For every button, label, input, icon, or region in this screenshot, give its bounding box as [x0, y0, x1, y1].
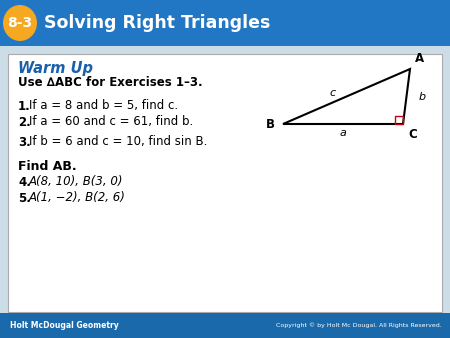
Text: A(1, −2), B(2, 6): A(1, −2), B(2, 6) [29, 192, 126, 204]
Bar [395, 116, 403, 124]
Text: C: C [408, 128, 417, 141]
Text: A(8, 10), B(3, 0): A(8, 10), B(3, 0) [29, 175, 123, 189]
Text: a: a [340, 128, 346, 138]
Text: 4.: 4. [18, 175, 31, 189]
Text: c: c [329, 88, 336, 97]
Text: Find AB.: Find AB. [18, 160, 76, 172]
Text: Holt McDougal Geometry: Holt McDougal Geometry [10, 321, 119, 330]
Text: 1.: 1. [18, 99, 31, 113]
Text: Solving Right Triangles: Solving Right Triangles [44, 14, 270, 32]
Text: 8-3: 8-3 [8, 16, 32, 30]
Text: If b = 6 and c = 10, find sin B.: If b = 6 and c = 10, find sin B. [29, 136, 207, 148]
Text: If a = 60 and c = 61, find b.: If a = 60 and c = 61, find b. [29, 116, 193, 128]
Text: 3.: 3. [18, 136, 31, 148]
Text: A: A [415, 52, 424, 65]
Text: B: B [266, 118, 275, 130]
Text: Copyright © by Holt Mc Dougal. All Rights Reserved.: Copyright © by Holt Mc Dougal. All Right… [276, 323, 442, 328]
Text: b: b [419, 92, 426, 101]
Text: Use ∆ABC for Exercises 1–3.: Use ∆ABC for Exercises 1–3. [18, 75, 202, 89]
FancyBboxPatch shape [8, 54, 442, 312]
Ellipse shape [3, 5, 37, 41]
Text: Warm Up: Warm Up [18, 61, 93, 75]
Text: If a = 8 and b = 5, find c.: If a = 8 and b = 5, find c. [29, 99, 178, 113]
FancyBboxPatch shape [0, 313, 450, 338]
Text: 2.: 2. [18, 116, 31, 128]
Text: 5.: 5. [18, 192, 31, 204]
FancyBboxPatch shape [0, 0, 450, 46]
